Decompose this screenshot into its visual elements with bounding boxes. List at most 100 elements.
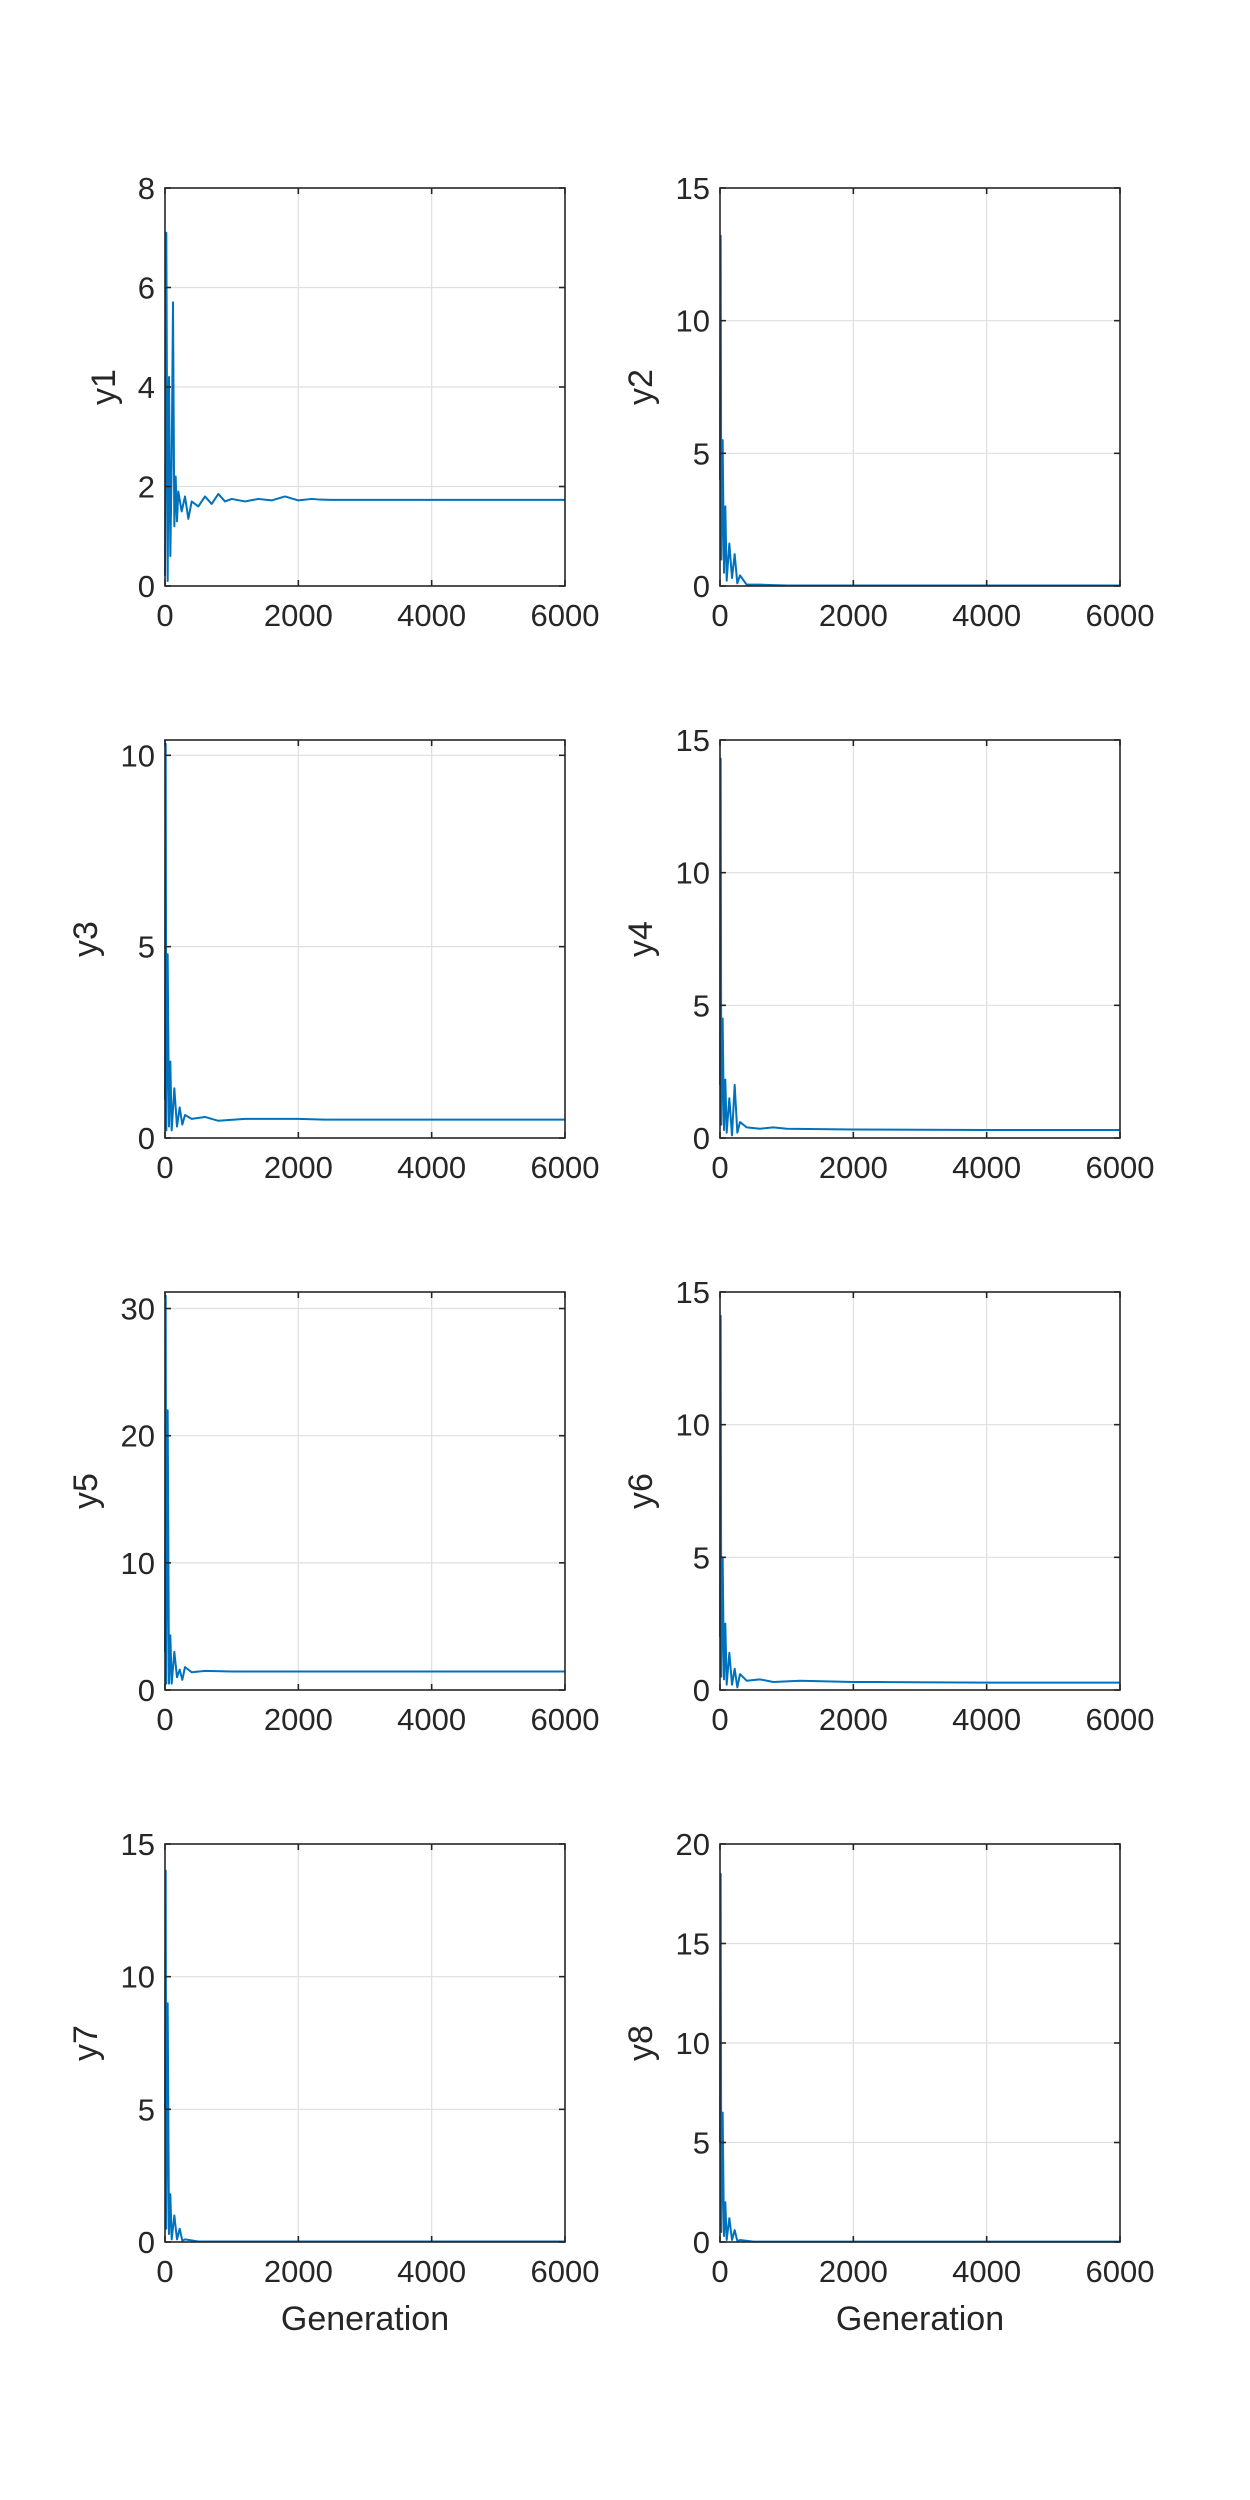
y-axis-label: y7: [67, 2025, 105, 2061]
y-tick-label: 5: [138, 2092, 155, 2127]
series-line-y3: [164, 742, 565, 1132]
subplot-y8: 0 2000 4000 6000 0 5 10 15 20 y8 Generation: [622, 1827, 1154, 2338]
y-tick-label: 10: [121, 1546, 155, 1581]
x-tick-label: 4000: [397, 2254, 466, 2289]
y-tick-label: 20: [676, 1827, 710, 1862]
subplot-y3: 0 2000 4000 6000 0 5 10 y3: [67, 738, 599, 1185]
plot-area: [165, 740, 565, 1138]
x-axis-label: Generation: [281, 2300, 449, 2338]
y-axis-label: y6: [622, 1473, 660, 1509]
y-axis-label: y3: [67, 921, 105, 957]
plot-area: [165, 1844, 565, 2242]
x-tick-label: 2000: [264, 1702, 333, 1737]
x-tick-label: 2000: [264, 2254, 333, 2289]
y-tick-label: 30: [121, 1292, 155, 1327]
x-tick-label: 6000: [1086, 2254, 1155, 2289]
y-tick-label: 10: [676, 2026, 710, 2061]
x-tick-label: 0: [156, 1150, 173, 1185]
x-tick-label: 6000: [531, 1150, 600, 1185]
x-tick-label: 2000: [264, 598, 333, 633]
subplot-y4: 0 2000 4000 6000 0 5 10 15 y4: [622, 723, 1154, 1185]
x-tick-label: 4000: [397, 1702, 466, 1737]
x-tick-label: 6000: [531, 598, 600, 633]
axes-box: [164, 1843, 566, 2243]
series-line-y6: [719, 1314, 1120, 1689]
plot-area: [165, 1292, 565, 1690]
x-tick-label: 0: [711, 1702, 728, 1737]
subplot-y6: 0 2000 4000 6000 0 5 10 15 y6: [622, 1275, 1154, 1737]
y-tick-label: 5: [138, 930, 155, 965]
plot-area: [720, 1292, 1120, 1690]
subplot-y1: 0 2000 4000 6000 0 2 4 6 8 y1: [85, 171, 599, 633]
x-axis-label: Generation: [836, 2300, 1004, 2338]
axes-box: [164, 1291, 566, 1691]
y-tick-label: 0: [693, 569, 710, 604]
y-tick-label: 0: [138, 1121, 155, 1156]
y-tick-label: 10: [121, 738, 155, 773]
y-tick-label: 0: [138, 569, 155, 604]
y-tick-label: 0: [693, 1121, 710, 1156]
x-tick-label: 4000: [952, 1150, 1021, 1185]
axes-box: [719, 1291, 1121, 1691]
x-tick-label: 0: [711, 2254, 728, 2289]
x-tick-label: 2000: [264, 1150, 333, 1185]
y-tick-label: 0: [693, 1673, 710, 1708]
x-tick-label: 4000: [397, 598, 466, 633]
y-axis-label: y5: [67, 1473, 105, 1509]
x-tick-label: 6000: [531, 2254, 600, 2289]
series-line-y1: [164, 231, 565, 583]
x-tick-label: 2000: [819, 2254, 888, 2289]
y-tick-label: 0: [693, 2225, 710, 2260]
plot-area: [720, 188, 1120, 586]
y-tick-label: 0: [138, 1673, 155, 1708]
y-axis-label: y2: [622, 369, 660, 405]
y-tick-label: 10: [676, 304, 710, 339]
y-tick-label: 2: [138, 470, 155, 505]
y-tick-label: 20: [121, 1419, 155, 1454]
axes-box: [719, 187, 1121, 587]
y-tick-label: 15: [676, 1275, 710, 1310]
y-tick-label: 15: [676, 1927, 710, 1962]
series-line-y5: [164, 1294, 565, 1685]
x-tick-label: 4000: [397, 1150, 466, 1185]
x-tick-label: 2000: [819, 598, 888, 633]
y-tick-label: 10: [676, 856, 710, 891]
x-tick-label: 2000: [819, 1702, 888, 1737]
y-tick-label: 15: [676, 723, 710, 758]
y-tick-label: 10: [121, 1960, 155, 1995]
y-tick-label: 5: [693, 988, 710, 1023]
x-tick-label: 4000: [952, 2254, 1021, 2289]
x-tick-label: 6000: [1086, 1702, 1155, 1737]
plot-area: [720, 740, 1120, 1138]
x-tick-label: 6000: [1086, 1150, 1155, 1185]
subplot-y2: 0 2000 4000 6000 0 5 10 15 y2: [622, 171, 1154, 633]
x-tick-label: 2000: [819, 1150, 888, 1185]
x-tick-label: 0: [156, 2254, 173, 2289]
y-tick-label: 6: [138, 271, 155, 306]
subplot-y5: 0 2000 4000 6000 0 10 20 30 y5: [67, 1291, 600, 1737]
y-axis-label: y8: [622, 2025, 660, 2061]
x-tick-label: 4000: [952, 598, 1021, 633]
y-tick-label: 15: [121, 1827, 155, 1862]
y-tick-label: 4: [138, 370, 155, 405]
x-tick-label: 0: [711, 598, 728, 633]
y-tick-label: 5: [693, 2126, 710, 2161]
y-tick-label: 8: [138, 171, 155, 206]
y-tick-label: 5: [693, 436, 710, 471]
x-tick-label: 6000: [531, 1702, 600, 1737]
series-line-y4: [719, 757, 1120, 1137]
y-axis-label: y1: [85, 369, 123, 405]
axes-box: [719, 739, 1121, 1139]
x-tick-label: 0: [711, 1150, 728, 1185]
axes-box: [164, 739, 566, 1139]
y-axis-label: y4: [622, 921, 660, 957]
y-tick-label: 15: [676, 171, 710, 206]
y-tick-label: 10: [676, 1408, 710, 1443]
x-tick-label: 0: [156, 598, 173, 633]
y-tick-label: 5: [693, 1540, 710, 1575]
x-tick-label: 0: [156, 1702, 173, 1737]
y-tick-label: 0: [138, 2225, 155, 2260]
x-tick-label: 6000: [1086, 598, 1155, 633]
subplot-y7: 0 2000 4000 6000 0 5 10 15 y7 Generation: [67, 1827, 599, 2338]
